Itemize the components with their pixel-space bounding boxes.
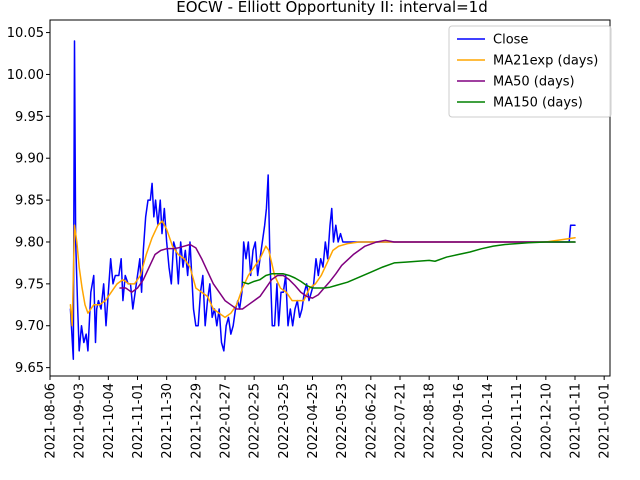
x-tick-label: 2021-09-03: [73, 383, 88, 459]
y-tick-label: 9.80: [15, 235, 44, 250]
x-tick-label: 2021-11-30: [160, 383, 175, 459]
x-tick-label: 2022-06-22: [364, 383, 379, 459]
x-tick-label: 2022-03-25: [277, 383, 292, 459]
x-axis: 2021-08-06 2021-09-03 2021-10-04 2021-11-01…: [44, 376, 613, 459]
series-layer: [69, 40, 576, 360]
legend-label: MA21exp (days): [493, 54, 598, 69]
y-tick-label: 9.65: [15, 361, 44, 376]
legend: Close MA21exp (days) MA50 (days) MA150 (day…: [448, 25, 612, 118]
chart-title: EOCW - Elliott Opportunity II: interval=…: [176, 0, 488, 16]
legend-label: MA150 (days): [493, 96, 583, 111]
x-tick-label: 2021-01-11: [569, 383, 584, 459]
y-tick-label: 10.05: [7, 26, 44, 41]
y-tick-label: 9.70: [15, 319, 44, 334]
x-tick-label: 2021-08-06: [44, 383, 59, 459]
x-tick-label: 2020-10-14: [481, 383, 496, 459]
y-tick-label: 10.00: [7, 68, 44, 83]
x-tick-label: 2022-08-18: [423, 383, 438, 459]
y-tick-label: 9.95: [15, 110, 44, 125]
x-tick-label: 2021-11-01: [131, 383, 146, 459]
x-tick-label: 2020-12-10: [539, 383, 554, 459]
y-axis: 9.65 9.70 9.75 9.80 9.85 9.90 9.95 10.00 10.05: [7, 26, 50, 376]
legend-label: Close: [493, 33, 528, 48]
legend-box: [448, 25, 612, 118]
plot-frame: [49, 19, 611, 377]
x-tick-label: 2020-11-11: [510, 383, 525, 459]
series-line-ma21exp-days: [69, 220, 576, 327]
x-tick-label: 2022-02-25: [248, 383, 263, 459]
x-tick-label: 2020-09-16: [452, 383, 467, 459]
series-line-ma150-days: [241, 241, 576, 289]
series-line-ma50-days: [119, 239, 576, 310]
x-tick-label: 2022-01-27: [219, 383, 234, 459]
series-line-close: [69, 40, 576, 360]
y-tick-label: 9.90: [15, 152, 44, 167]
x-tick-label: 2021-12-29: [189, 383, 204, 459]
legend-label: MA50 (days): [493, 75, 575, 90]
y-tick-label: 9.85: [15, 194, 44, 209]
x-tick-label: 2022-07-21: [394, 383, 409, 459]
x-tick-label: 2022-04-25: [306, 383, 321, 459]
y-tick-label: 9.75: [15, 277, 44, 292]
x-tick-label: 2021-01-01: [598, 383, 613, 459]
x-tick-label: 2022-05-23: [335, 383, 350, 459]
x-tick-label: 2021-10-04: [102, 383, 117, 459]
